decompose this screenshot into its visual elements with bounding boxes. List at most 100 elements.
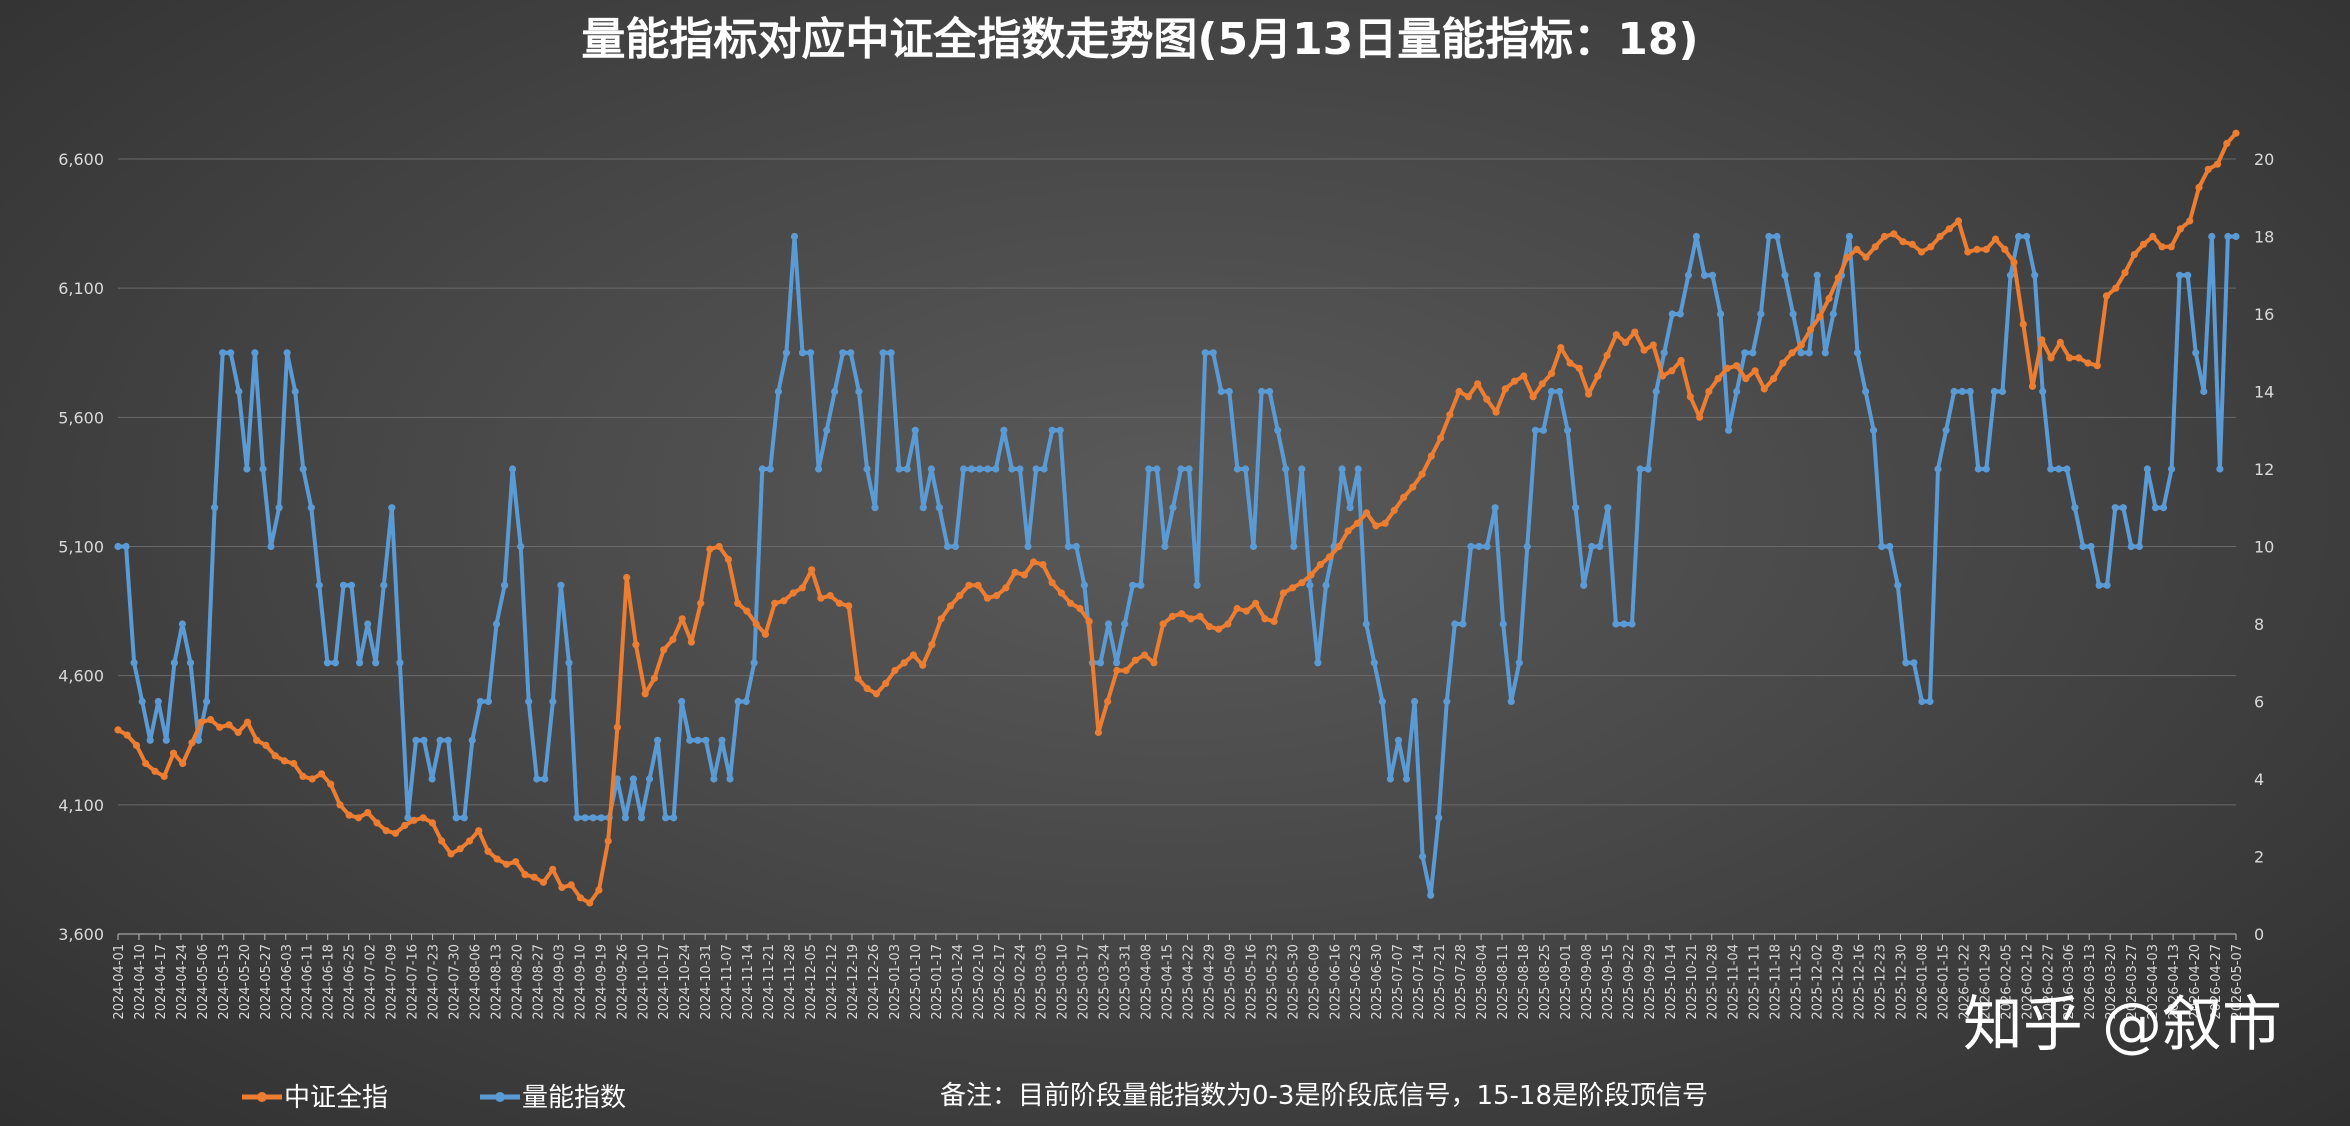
series-line-csi xyxy=(117,131,2238,905)
data-point-csi xyxy=(262,741,270,750)
data-point-volume xyxy=(1290,542,1298,551)
data-point-csi xyxy=(660,646,668,654)
data-point-volume xyxy=(1950,387,1958,396)
data-point-volume xyxy=(1169,504,1177,512)
x-tick-label: 2024-04-01 xyxy=(112,944,127,1020)
x-tick-label: 2024-09-10 xyxy=(573,944,588,1020)
x-tick-label: 2024-10-24 xyxy=(678,944,693,1020)
data-point-csi xyxy=(697,599,705,607)
x-tick-label: 2026-04-13 xyxy=(2167,944,2182,1020)
data-point-csi xyxy=(1788,349,1796,357)
data-point-csi xyxy=(1696,413,1704,421)
data-point-volume xyxy=(726,775,734,783)
data-point-csi xyxy=(1816,313,1824,321)
x-tick-label: 2025-07-28 xyxy=(1454,944,1469,1020)
data-point-csi xyxy=(484,847,492,855)
data-point-csi xyxy=(1316,561,1324,569)
data-point-volume xyxy=(2151,504,2160,512)
data-point-volume xyxy=(1048,426,1056,434)
data-point-volume xyxy=(412,736,420,744)
data-point-volume xyxy=(2031,271,2039,279)
data-point-volume xyxy=(1539,426,1547,434)
x-tick-label: 2024-11-07 xyxy=(720,944,735,1020)
data-point-volume xyxy=(2168,465,2176,473)
data-point-csi xyxy=(1030,558,1038,566)
legend-marker-csi xyxy=(257,1092,267,1102)
data-point-csi xyxy=(798,584,807,592)
grid xyxy=(118,158,2236,935)
x-tick-label: 2026-01-29 xyxy=(1978,944,1993,1020)
data-point-volume xyxy=(1080,581,1088,589)
data-point-csi xyxy=(1649,341,1657,349)
data-point-volume xyxy=(2023,232,2031,241)
x-tick-label: 2025-05-16 xyxy=(1244,944,1259,1020)
data-point-volume xyxy=(718,736,726,744)
data-point-csi xyxy=(1779,359,1787,367)
data-point-csi xyxy=(1520,372,1528,380)
data-point-csi xyxy=(780,597,788,605)
data-point-volume xyxy=(517,542,525,551)
data-point-volume xyxy=(734,697,742,706)
data-point-volume xyxy=(992,465,1000,473)
data-point-csi xyxy=(1474,380,1482,388)
data-point-csi xyxy=(382,827,390,835)
data-point-csi xyxy=(197,718,205,726)
data-point-volume xyxy=(227,349,235,357)
data-point-volume xyxy=(339,581,348,589)
x-tick-label: 2026-02-05 xyxy=(1999,944,2014,1020)
data-point-volume xyxy=(2071,504,2079,512)
data-point-csi xyxy=(826,592,834,600)
data-point-csi xyxy=(1899,238,1907,246)
data-point-volume xyxy=(1129,581,1137,589)
data-point-volume xyxy=(484,697,492,706)
data-point-csi xyxy=(1307,571,1315,579)
data-point-volume xyxy=(235,387,243,396)
data-point-csi xyxy=(1936,232,1944,241)
data-point-volume xyxy=(1692,232,1700,241)
data-point-volume xyxy=(1982,465,1990,473)
x-tick-label: 2025-03-17 xyxy=(1077,944,1092,1020)
data-point-volume xyxy=(1475,542,1483,551)
x-tick-label: 2024-07-30 xyxy=(448,944,463,1020)
data-point-csi xyxy=(438,837,446,845)
y-left-tick-label: 5,100 xyxy=(58,538,104,557)
data-point-csi xyxy=(1057,589,1065,597)
data-point-volume xyxy=(1998,387,2007,396)
data-point-csi xyxy=(2223,139,2231,148)
x-tick-label: 2025-03-24 xyxy=(1098,944,1113,1020)
data-point-csi xyxy=(1483,395,1491,403)
x-tick-label: 2024-05-27 xyxy=(259,944,274,1020)
data-point-volume xyxy=(1853,349,1862,357)
data-point-csi xyxy=(114,726,122,734)
data-point-csi xyxy=(465,837,474,845)
data-point-csi xyxy=(2102,292,2111,300)
data-point-volume xyxy=(1137,581,1145,589)
data-point-csi xyxy=(243,718,252,726)
chart-note: 备注：目前阶段量能指数为0-3是阶段底信号，15-18是阶段顶信号 xyxy=(940,1081,1708,1111)
data-point-volume xyxy=(1064,542,1072,551)
data-point-volume xyxy=(1773,232,1781,241)
data-point-csi xyxy=(132,741,141,750)
data-point-csi xyxy=(604,837,612,845)
data-point-volume xyxy=(1209,349,1217,357)
data-point-volume xyxy=(2087,542,2095,551)
data-point-volume xyxy=(1733,387,1741,396)
data-point-volume xyxy=(2063,465,2071,473)
data-point-csi xyxy=(576,894,585,902)
data-point-csi xyxy=(2186,217,2194,225)
data-point-csi xyxy=(854,674,862,682)
data-point-csi xyxy=(1464,393,1472,401)
data-point-csi xyxy=(1770,375,1778,383)
x-tick-label: 2024-06-11 xyxy=(301,944,316,1020)
x-tick-label: 2024-06-18 xyxy=(322,944,337,1020)
data-point-csi xyxy=(1196,612,1204,620)
data-point-csi xyxy=(1594,372,1602,380)
x-tick-label: 2024-08-20 xyxy=(510,944,525,1020)
data-point-csi xyxy=(2001,245,2009,253)
data-point-csi xyxy=(317,770,326,778)
data-point-csi xyxy=(734,599,742,607)
data-point-volume xyxy=(1201,349,1209,357)
data-point-volume xyxy=(629,775,638,783)
x-tick-label: 2024-08-06 xyxy=(468,944,483,1020)
